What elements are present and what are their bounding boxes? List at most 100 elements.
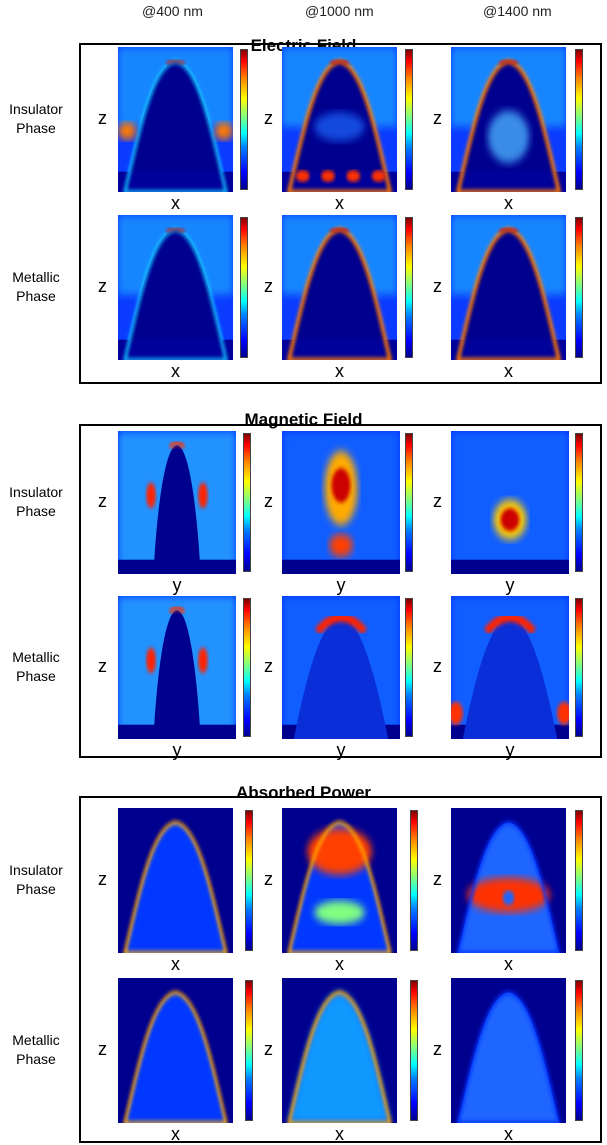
substrate <box>282 339 397 360</box>
row-label: Metallic Phase <box>0 648 72 686</box>
z-axis-label: z <box>264 490 273 511</box>
colorbar <box>410 810 418 951</box>
z-axis-label: z <box>98 868 107 889</box>
z-axis-label: z <box>264 868 273 889</box>
apex-hotspot <box>165 226 186 234</box>
field-map-0-1-1 <box>282 215 397 360</box>
x-axis-label: y <box>172 575 182 595</box>
row-label-line: Phase <box>16 1050 56 1067</box>
field-map-0-0-0 <box>118 47 233 192</box>
tip-body <box>153 610 201 739</box>
field-map-0-0-1 <box>282 47 397 192</box>
apex-hotspot <box>314 613 368 635</box>
apex-hotspot <box>168 440 186 450</box>
x-axis-label: x <box>335 361 344 381</box>
colorbar <box>575 810 583 951</box>
absorption-center <box>502 890 515 906</box>
edge-hot-right <box>557 701 569 725</box>
lobe-left <box>146 647 156 674</box>
z-axis-label: z <box>98 490 107 511</box>
x-axis-label: x <box>171 1124 180 1144</box>
tip-edge-absorption <box>456 820 561 953</box>
x-axis-label: x <box>171 193 180 213</box>
tip-body <box>457 229 560 360</box>
row-label-line: Metallic <box>12 648 60 665</box>
hotspot-right <box>214 122 233 140</box>
lobe-right <box>198 482 208 509</box>
field-map-1-0-0 <box>118 431 236 574</box>
tip-edge-absorption <box>456 990 561 1123</box>
colorbar <box>243 598 251 737</box>
apex-hotspot <box>329 226 350 234</box>
field-map-svg <box>451 431 569 574</box>
substrate-hotspot-1 <box>321 170 335 182</box>
lobe-right <box>198 647 208 674</box>
tip-body <box>293 617 389 739</box>
field-map-svg <box>118 596 236 739</box>
row-label-line: Phase <box>16 287 56 304</box>
substrate <box>451 171 566 192</box>
x-axis-label: y <box>505 575 515 595</box>
row-label-line: Metallic <box>12 1031 60 1048</box>
inner-mode <box>487 110 530 163</box>
colorbar <box>245 810 253 951</box>
field-map-svg <box>451 808 566 953</box>
x-axis-label: x <box>504 361 513 381</box>
field-map-1-1-0 <box>118 596 236 739</box>
substrate <box>118 171 233 192</box>
substrate-hotspot-3 <box>371 170 386 182</box>
mode-lower <box>329 533 353 557</box>
row-label-line: Phase <box>16 667 56 684</box>
inner-mode <box>314 112 365 142</box>
colorbar <box>405 598 413 737</box>
tip-edge-absorption <box>123 820 228 953</box>
colorbar <box>410 980 418 1121</box>
tip-body <box>462 617 558 739</box>
z-axis-label: z <box>264 275 273 296</box>
x-axis-label: x <box>171 954 180 974</box>
field-map-2-0-1 <box>282 808 397 953</box>
z-axis-label: z <box>98 107 107 128</box>
x-axis-label: y <box>336 575 346 595</box>
field-map-1-1-2 <box>451 596 569 739</box>
tip-body <box>288 229 391 360</box>
tip-edge-absorption <box>123 990 228 1123</box>
z-axis-label: z <box>98 275 107 296</box>
substrate-hotspot-0 <box>295 170 310 182</box>
field-map-2-1-1 <box>282 978 397 1123</box>
colorbar <box>245 980 253 1121</box>
edge-hot-left <box>451 701 463 725</box>
tip-edge-absorption <box>287 990 392 1123</box>
colorbar <box>240 49 248 190</box>
colorbar <box>405 433 413 572</box>
x-axis-label: x <box>504 1124 513 1144</box>
z-axis-label: z <box>264 1038 273 1059</box>
field-map-1-0-2 <box>451 431 569 574</box>
colorbar <box>243 433 251 572</box>
z-axis-label: z <box>98 655 107 676</box>
z-axis-label: z <box>433 868 442 889</box>
colorbar <box>575 49 583 190</box>
x-axis-label: y <box>336 740 346 760</box>
row-label-line: Phase <box>16 119 56 136</box>
column-header-2: @1400 nm <box>483 3 552 19</box>
field-map-0-0-2 <box>451 47 566 192</box>
tip-body <box>457 992 560 1123</box>
row-label: Metallic Phase <box>0 268 72 306</box>
absorption-lower <box>314 900 365 924</box>
field-map-svg <box>451 215 566 360</box>
lobe-left <box>146 482 156 509</box>
x-axis-label: x <box>335 193 344 213</box>
field-map-svg <box>282 47 397 192</box>
field-map-2-0-0 <box>118 808 233 953</box>
tip-body <box>124 992 227 1123</box>
hotspot-left <box>118 122 137 140</box>
field-map-svg <box>282 978 397 1123</box>
colorbar <box>575 433 583 572</box>
x-axis-label: x <box>171 361 180 381</box>
substrate <box>282 559 400 574</box>
z-axis-label: z <box>433 1038 442 1059</box>
x-axis-label: y <box>505 740 515 760</box>
apex-hotspot <box>498 226 519 234</box>
field-map-svg <box>282 431 400 574</box>
